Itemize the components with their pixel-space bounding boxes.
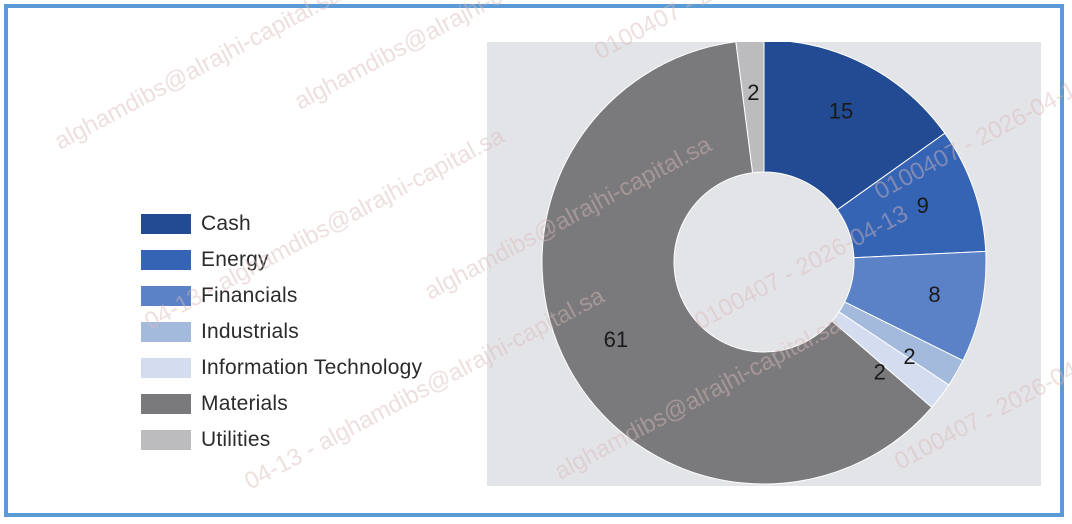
legend-label: Energy bbox=[201, 248, 269, 271]
legend-item-industrials: Industrials bbox=[141, 314, 422, 350]
legend-item-information-technology: Information Technology bbox=[141, 350, 422, 386]
legend-swatch bbox=[141, 286, 191, 306]
slice-cash bbox=[763, 42, 946, 211]
legend-item-materials: Materials bbox=[141, 386, 422, 422]
legend-swatch bbox=[141, 250, 191, 270]
data-label-industrials: 2 bbox=[903, 344, 915, 369]
legend-label: Utilities bbox=[201, 428, 271, 451]
data-label-cash: 15 bbox=[829, 98, 853, 123]
legend-label: Financials bbox=[201, 284, 298, 307]
legend-label: Cash bbox=[201, 212, 251, 235]
legend-swatch bbox=[141, 430, 191, 450]
data-label-utilities: 2 bbox=[747, 80, 759, 105]
legend-label: Information Technology bbox=[201, 356, 423, 379]
legend-item-financials: Financials bbox=[141, 278, 422, 314]
legend-swatch bbox=[141, 358, 191, 378]
legend: Cash Energy Financials Industrials Informati… bbox=[141, 206, 422, 458]
legend-item-cash: Cash bbox=[141, 206, 422, 242]
legend-item-energy: Energy bbox=[141, 242, 422, 278]
slice-utilities bbox=[735, 42, 765, 174]
data-label-financials: 8 bbox=[928, 282, 940, 307]
legend-label: Materials bbox=[201, 392, 288, 415]
data-label-energy: 9 bbox=[917, 193, 929, 218]
legend-swatch bbox=[141, 214, 191, 234]
data-label-materials: 61 bbox=[604, 327, 628, 352]
legend-item-utilities: Utilities bbox=[141, 422, 422, 458]
legend-label: Industrials bbox=[201, 320, 299, 343]
data-label-information-technology: 2 bbox=[874, 360, 886, 385]
legend-swatch bbox=[141, 322, 191, 342]
slice-materials bbox=[541, 42, 933, 485]
legend-swatch bbox=[141, 394, 191, 414]
